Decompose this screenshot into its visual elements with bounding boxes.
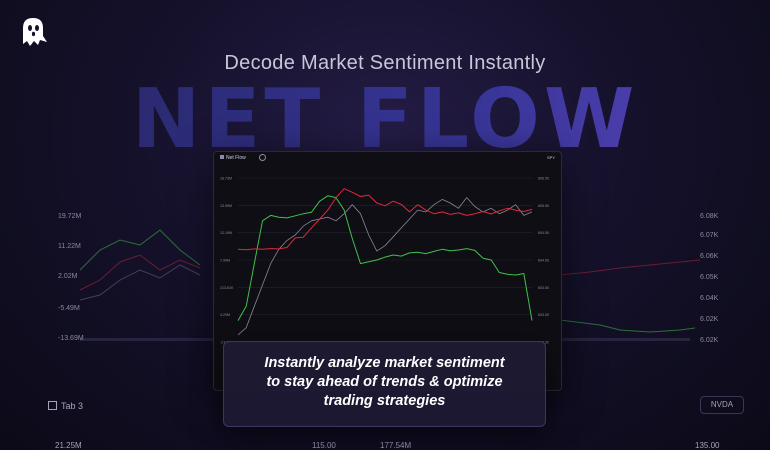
bg-number: 21.25M [55,441,82,450]
chart-icon [220,155,224,159]
y-tick-label-right: 603.00 [538,313,549,317]
bg-axis-label: 6.07K [700,232,719,239]
bg-axis-label: 6.05K [700,274,719,281]
series-line-2 [237,197,533,336]
callout-line: to stay ahead of trends & optimize [266,374,503,390]
tab-3[interactable]: Tab 3 [48,401,83,411]
bg-axis-label: 6.02K [700,316,719,323]
y-tick-label-left: 12.19M [220,231,232,235]
y-tick-label-right: 604.00 [538,259,549,263]
bg-axis-label: 6.06K [700,253,719,260]
settings-icon[interactable] [259,154,266,161]
bg-axis-label: -5.49M [58,305,80,312]
bg-axis-label: 11.22M [58,243,81,250]
tab-label: Tab 3 [61,401,84,411]
callout-line: Instantly analyze market sentiment [264,355,505,371]
headline: Decode Market Sentiment Instantly [224,52,546,74]
series-line-1 [237,195,533,321]
card-header: Net Flow SPY [214,152,561,166]
card-ticker[interactable]: SPY [546,155,555,160]
bg-axis-label: -13.69M [58,335,84,342]
ghost-logo-icon [23,18,47,46]
y-tick-label-right: 606.50 [538,177,549,181]
net-flow-chart: 16.73M 606.50 13.99M 605.50 12.19M 604.50 7.90… [220,177,549,345]
bg-axis-label: 6.02K [700,337,719,344]
callout-line: trading strategies [323,393,446,409]
bg-number: 115.00 [312,441,336,450]
y-tick-label-right: 604.50 [538,231,549,235]
y-tick-label-left: 16.73M [220,177,232,181]
bg-axis-label: 6.08K [700,213,719,220]
callout-text: Instantly analyze market sentiment to st… [224,354,545,411]
y-tick-label-left: 7.90M [220,259,230,263]
series-line-0 [237,188,533,251]
ticker-select[interactable]: NVDA [700,396,744,414]
tab-icon [48,401,57,410]
bg-axis-label: 6.04K [700,295,719,302]
bg-axis-label: 2.02M [58,273,78,280]
y-tick-label-right: 605.50 [538,204,549,208]
bg-number: 177.54M [380,441,412,450]
y-tick-label-left: 213.61K [220,286,234,290]
y-tick-label-left: 13.99M [220,204,232,208]
y-tick-label-right: 603.50 [538,286,549,290]
y-tick-label-left: 4.29M [220,313,230,317]
bg-number: 135.00 [695,441,720,450]
callout-box: Instantly analyze market sentiment to st… [223,341,546,427]
card-title: Net Flow [220,155,246,161]
bg-axis-label: 19.72M [58,213,82,220]
card-title-text: Net Flow [226,155,246,161]
